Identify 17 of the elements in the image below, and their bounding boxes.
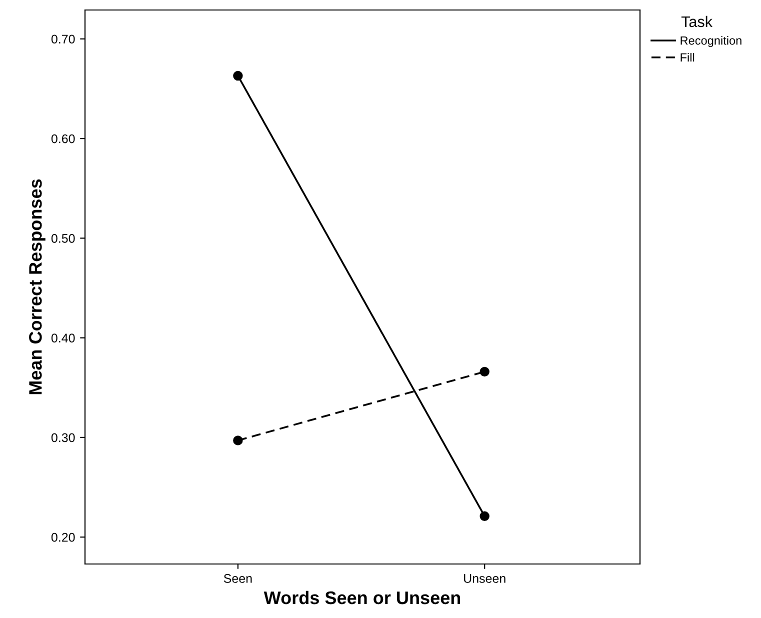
legend-title: Task: [681, 16, 713, 28]
legend-label: Recognition: [680, 36, 742, 48]
point: [480, 366, 490, 377]
point: [233, 436, 243, 446]
y-tick-label: 0.70: [51, 34, 75, 44]
y-tick-label: 0.40: [51, 334, 75, 342]
y-tick-label: 0.50: [51, 234, 75, 243]
y-tick-label: 0.20: [51, 532, 75, 542]
legend-label: Fill: [680, 52, 694, 62]
x-tick-label: Unseen: [464, 574, 506, 583]
x-tick-label: Seen: [224, 574, 252, 583]
x-axis-title: Words Seen or Unseen: [264, 590, 460, 604]
y-tick-label: 0.60: [51, 134, 75, 144]
y-tick-label: 0.30: [51, 433, 75, 442]
y-axis-title: Mean Correct Responses: [29, 179, 46, 394]
point: [233, 70, 243, 81]
point: [480, 511, 490, 522]
